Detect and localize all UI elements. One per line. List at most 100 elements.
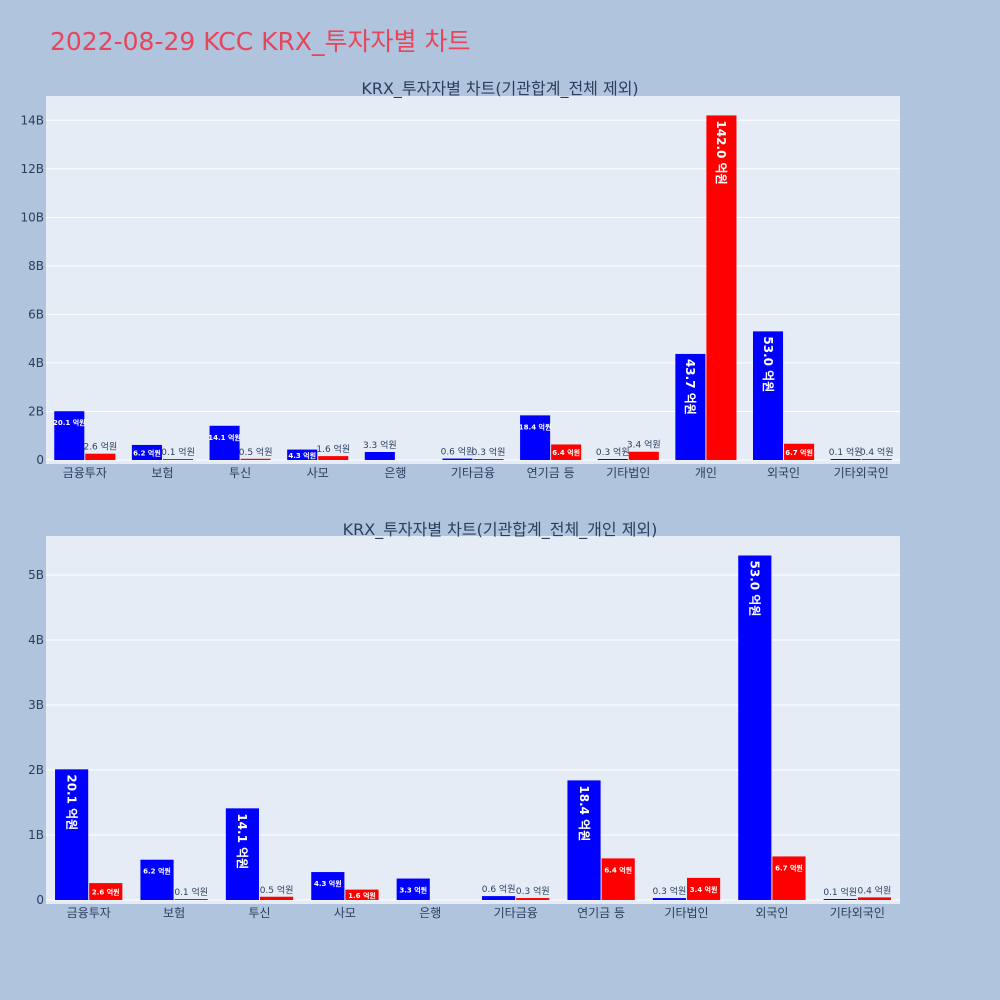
y-tick-label: 12B (20, 162, 44, 176)
bar-label: 0.4 억원 (858, 884, 892, 896)
chart-including-individual: KRX_투자자별 차트(기관합계_전체 제외) 0 2B 4B 6B 8B 10B 12B 14… (20, 79, 900, 480)
bar-blue (364, 451, 395, 460)
bar-red (162, 459, 194, 460)
bar-red (857, 897, 891, 900)
chart-excluding-individual: KRX_투자자별 차트(기관합계_전체_개인 제외) 0 1B 2B 3B 4B 5B 금융투… (28, 520, 900, 920)
x-tick-label: 기타금융 (494, 906, 538, 920)
bar-red (89, 883, 123, 900)
bar-label: 0.5 억원 (239, 446, 273, 458)
bar-label: 14.1 억원 (208, 433, 241, 442)
y-tick-label: 0 (36, 893, 44, 907)
bar-label: 3.3 억원 (363, 439, 397, 451)
bar-label: 43.7 억원 (683, 359, 697, 415)
bar-blue (652, 898, 686, 900)
x-tick-label: 외국인 (755, 906, 788, 920)
bar-blue (131, 444, 162, 460)
plot-area (46, 536, 900, 904)
bar-label: 3.3 억원 (399, 885, 427, 894)
x-tick-label: 투신 (248, 906, 270, 920)
bar-red (516, 898, 550, 900)
bar-label: 0.4 억원 (860, 446, 894, 458)
bar-blue (209, 425, 240, 460)
bar-label: 3.4 억원 (627, 439, 661, 451)
x-tick-label: 기타법인 (606, 466, 650, 480)
bar-label: 4.3 억원 (288, 451, 316, 460)
bar-blue (482, 896, 516, 900)
y-tick-label: 14B (20, 113, 44, 127)
x-tick-label: 은행 (384, 465, 406, 480)
bar-red (345, 889, 379, 900)
bar-blue (520, 415, 551, 460)
bar-label: 0.1 억원 (829, 446, 863, 458)
bar-label: 6.7 억원 (775, 863, 803, 872)
x-tick-label: 금융투자 (67, 906, 111, 920)
bar-label: 0.1 억원 (161, 446, 195, 458)
bar-blue (287, 449, 318, 460)
x-tick-label: 보험 (163, 906, 185, 920)
bar-label: 6.2 억원 (133, 448, 161, 457)
x-tick-label: 은행 (419, 905, 441, 920)
bar-red (85, 453, 116, 460)
bar-label: 53.0 억원 (748, 561, 762, 617)
y-tick-label: 2B (28, 763, 44, 777)
bar-label: 53.0 억원 (761, 336, 775, 392)
bar-red (260, 896, 294, 900)
bar-blue (54, 411, 85, 460)
x-tick-label: 연기금 등 (527, 466, 575, 480)
bar-label: 6.7 억원 (785, 448, 813, 457)
y-tick-label: 4B (28, 356, 44, 370)
bar-red (318, 456, 349, 460)
bar-blue (597, 459, 628, 460)
bar-red (706, 115, 737, 460)
bar-red (240, 458, 271, 460)
chart-title: KRX_투자자별 차트(기관합계_전체_개인 제외) (343, 520, 658, 540)
y-tick-label: 4B (28, 633, 44, 647)
bar-blue (140, 859, 174, 900)
bar-label: 2.6 억원 (83, 441, 117, 453)
x-tick-label: 사모 (307, 466, 329, 480)
bar-blue (738, 555, 772, 900)
bar-blue (396, 878, 430, 900)
x-tick-label: 기타법인 (664, 906, 708, 920)
y-tick-label: 0 (36, 453, 44, 467)
bar-blue (55, 769, 89, 900)
bar-label: 0.3 억원 (653, 885, 687, 897)
bar-label: 18.4 억원 (577, 785, 591, 841)
bar-blue (830, 459, 861, 460)
bar-label: 3.4 억원 (690, 885, 718, 894)
bar-red (601, 858, 635, 900)
bar-red (551, 444, 582, 460)
bar-label: 20.1 억원 (53, 418, 86, 427)
x-tick-label: 금융투자 (63, 466, 107, 480)
bar-blue (752, 331, 784, 460)
bar-label: 0.3 억원 (472, 446, 506, 458)
bar-label: 2.6 억원 (92, 888, 120, 897)
x-tick-label: 보험 (151, 466, 173, 480)
y-tick-label: 3B (28, 698, 44, 712)
x-tick-label: 사모 (334, 906, 356, 920)
bar-red (784, 443, 815, 460)
x-tick-label: 외국인 (767, 466, 800, 480)
x-tick-label: 연기금 등 (577, 906, 625, 920)
bar-red (861, 459, 892, 460)
y-tick-label: 10B (20, 210, 44, 224)
bar-label: 1.6 억원 (316, 443, 350, 455)
x-tick-label: 기타금융 (451, 466, 495, 480)
x-tick-label: 기타외국인 (830, 906, 885, 920)
y-tick-label: 5B (28, 568, 44, 582)
bar-label: 14.1 억원 (235, 813, 249, 869)
page-title: 2022-08-29 KCC KRX_투자자별 차트 (50, 27, 471, 56)
bar-label: 0.3 억원 (596, 446, 630, 458)
bar-blue (442, 458, 473, 460)
y-tick-label: 1B (28, 828, 44, 842)
bar-red (628, 451, 659, 460)
chart-title: KRX_투자자별 차트(기관합계_전체 제외) (361, 79, 638, 99)
bar-label: 6.2 억원 (143, 867, 171, 876)
bar-label: 6.4 억원 (604, 865, 632, 874)
x-tick-label: 기타외국인 (834, 466, 889, 480)
y-tick-label: 8B (28, 259, 44, 273)
bar-red (772, 856, 806, 900)
bar-label: 0.6 억원 (441, 446, 475, 458)
bar-blue (823, 899, 857, 900)
